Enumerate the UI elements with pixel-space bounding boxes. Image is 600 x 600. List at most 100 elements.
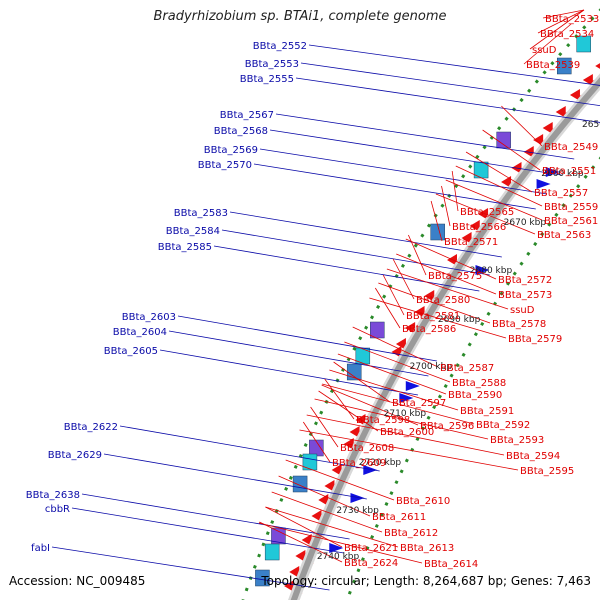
- right-leader-line: [430, 200, 443, 242]
- gene-block: [292, 475, 308, 493]
- right-gene-label: BBta_2565: [460, 207, 514, 218]
- gene-block: [302, 453, 318, 471]
- kbp-tick-label: 2650 kbp: [582, 120, 600, 130]
- reverse-gene-arrow: [533, 134, 544, 146]
- reverse-gene-arrow: [324, 480, 335, 492]
- left-leader-line: [71, 507, 344, 554]
- right-leader-line: [314, 398, 489, 440]
- right-gene-label: BBta_2580: [416, 295, 470, 306]
- left-leader-line: [253, 163, 536, 210]
- right-leader-line: [392, 258, 415, 300]
- right-gene-label: BBta_2566: [452, 222, 506, 233]
- kbp-tick-label: 2680 kbp: [470, 266, 513, 276]
- leader-lines-layer: [51, 9, 600, 591]
- reverse-gene-arrow: [349, 426, 360, 438]
- kbp-tick-label: 2660 kbp: [541, 169, 584, 179]
- right-gene-label: BBta_2611: [372, 512, 426, 523]
- genome-title: Bradyrhizobium sp. BTAi1, complete genom…: [153, 9, 447, 24]
- right-gene-label: BBta_2595: [520, 466, 574, 477]
- left-gene-label: BBta_2622: [64, 422, 118, 433]
- reverse-gene-arrow: [469, 220, 480, 232]
- right-gene-label: BBta_2621: [344, 543, 398, 554]
- gene-block: [370, 321, 385, 339]
- right-leader-line: [299, 429, 519, 471]
- right-gene-label: BBta_2614: [424, 559, 478, 570]
- reverse-gene-arrow: [289, 566, 300, 578]
- right-gene-label: ssuD: [532, 45, 557, 56]
- right-gene-label: BBta_2597: [392, 398, 446, 409]
- left-gene-label: BBta_2629: [48, 450, 102, 461]
- right-gene-label: BBta_2572: [498, 275, 552, 286]
- right-leader-line: [258, 522, 423, 564]
- reverse-gene-arrow: [478, 208, 489, 220]
- reverse-gene-arrow: [414, 306, 425, 318]
- left-leader-line: [119, 425, 380, 472]
- kbp-tick-label: 2730 kbp: [336, 506, 379, 516]
- kbp-tick-label: 2690 kbp: [438, 315, 481, 325]
- reverse-gene-arrow: [569, 89, 580, 101]
- reverse-gene-arrow: [595, 63, 600, 69]
- right-leader-line: [455, 165, 543, 207]
- reverse-gene-arrow: [447, 254, 458, 266]
- forward-gene-arrow: [329, 543, 344, 553]
- left-gene-label: BBta_2552: [253, 41, 307, 52]
- reverse-gene-arrow: [343, 438, 354, 450]
- right-leader-line: [405, 238, 497, 280]
- left-gene-label: BBta_2585: [158, 242, 212, 253]
- right-leader-line: [537, 9, 585, 34]
- left-gene-label: BBta_2603: [122, 312, 176, 323]
- reverse-gene-arrow: [501, 176, 512, 188]
- forward-gene-arrow: [363, 465, 378, 475]
- left-gene-label: BBta_2605: [104, 346, 158, 357]
- left-gene-label: BBta_2553: [245, 59, 299, 70]
- left-leader-line: [275, 113, 575, 160]
- right-gene-label: BBta_2575: [428, 271, 482, 282]
- right-leader-line: [329, 369, 459, 411]
- left-gene-label: BBta_2584: [166, 226, 220, 237]
- left-gene-label: BBta_2569: [204, 145, 258, 156]
- gene-block: [255, 569, 270, 587]
- right-leader-line: [271, 491, 383, 533]
- right-gene-label: BBta_2587: [440, 363, 494, 374]
- left-gene-label: BBta_2638: [26, 490, 80, 501]
- right-gene-label: BBta_2588: [452, 378, 506, 389]
- genome-summary-text: Topology: circular; Length: 8,264,687 bp…: [261, 574, 591, 588]
- inner-tick-track: [345, 156, 600, 600]
- right-leader-line: [441, 185, 451, 227]
- right-leader-line: [302, 421, 331, 463]
- kbp-tick-label: 2670 kbp: [504, 218, 547, 228]
- gene-block: [309, 439, 324, 457]
- left-leader-line: [221, 229, 490, 276]
- left-leader-line: [159, 349, 419, 396]
- left-gene-label: cbbR: [45, 504, 70, 515]
- right-gene-label: BBta_2610: [396, 496, 450, 507]
- left-leader-line: [103, 453, 367, 500]
- reverse-gene-arrow: [331, 464, 342, 476]
- right-gene-label: BBta_2563: [537, 230, 591, 241]
- right-gene-label: BBta_2613: [400, 543, 454, 554]
- reverse-gene-arrow: [301, 534, 312, 546]
- right-leader-line: [445, 179, 543, 221]
- left-leader-line: [229, 211, 502, 258]
- forward-gene-arrow: [350, 493, 365, 503]
- right-leader-line: [352, 326, 439, 368]
- right-leader-line: [318, 390, 379, 432]
- right-leader-line: [306, 414, 505, 456]
- right-gene-label: BBta_2581: [406, 311, 460, 322]
- left-leader-line: [295, 77, 600, 123]
- left-gene-label: BBta_2555: [240, 74, 294, 85]
- reverse-gene-arrow: [542, 122, 553, 134]
- right-gene-label: BBta_2534: [540, 29, 594, 40]
- left-leader-line: [308, 44, 600, 86]
- reverse-gene-arrow: [295, 550, 306, 562]
- right-gene-label: BBta_2624: [344, 558, 398, 569]
- reverse-gene-arrow: [461, 232, 472, 244]
- gene-block: [264, 543, 280, 561]
- right-leader-line: [374, 287, 401, 329]
- right-leader-line: [369, 297, 507, 339]
- right-gene-label: BBta_2592: [476, 420, 530, 431]
- right-leader-line: [435, 193, 536, 235]
- gene-block: [556, 57, 572, 75]
